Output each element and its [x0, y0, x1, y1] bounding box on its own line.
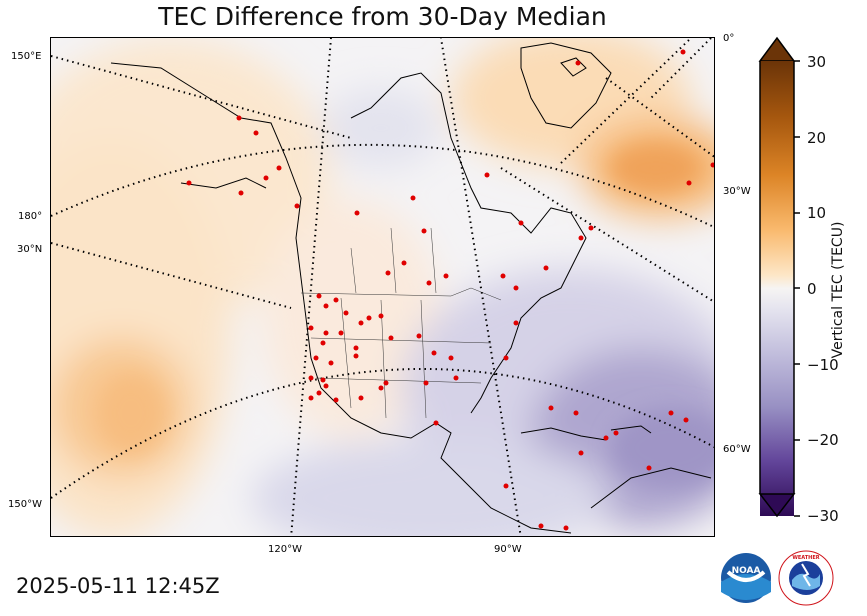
tec-map-canvas — [51, 38, 714, 536]
colorbar-gradient — [760, 61, 794, 516]
grid-label-120w: 120°W — [268, 544, 302, 555]
grid-label-30w: 30°W — [723, 186, 751, 197]
noaa-logo-icon: NOAA — [721, 553, 771, 603]
colorbar-max-arrow — [758, 36, 796, 62]
colorbar-tick-neg10: −10 — [807, 356, 839, 374]
colorbar-label: Vertical TEC (TECU) — [830, 221, 846, 359]
tec-field — [51, 38, 714, 536]
colorbar-tick-10: 10 — [807, 204, 827, 222]
colorbar — [758, 36, 800, 518]
grid-label-60w: 60°W — [723, 444, 751, 455]
grid-label-180: 180° — [18, 211, 43, 222]
colorbar-tick-0: 0 — [807, 280, 817, 298]
political-borders — [300, 227, 502, 419]
tec-field-peaks — [96, 143, 714, 488]
svg-text:NOAA: NOAA — [732, 566, 761, 576]
svg-text:WEATHER: WEATHER — [792, 555, 819, 561]
grid-label-150e: 150°E — [11, 51, 42, 62]
colorbar-tick-30: 30 — [807, 53, 827, 71]
station-markers — [186, 49, 714, 531]
graticule — [51, 38, 714, 536]
grid-label-0: 0° — [723, 33, 735, 44]
tec-map[interactable] — [50, 37, 715, 537]
colorbar-tick-neg20: −20 — [807, 431, 839, 449]
timestamp: 2025-05-11 12:45Z — [16, 574, 220, 598]
map-title: TEC Difference from 30-Day Median — [158, 2, 607, 31]
colorbar-tick-neg30: −30 — [807, 507, 839, 525]
grid-label-90w: 90°W — [494, 544, 522, 555]
grid-label-150w: 150°W — [8, 499, 42, 510]
colorbar-tick-20: 20 — [807, 129, 827, 147]
coastlines — [110, 42, 712, 534]
nws-logo-icon: WEATHER — [778, 550, 834, 606]
grid-label-30n: 30°N — [17, 244, 43, 255]
